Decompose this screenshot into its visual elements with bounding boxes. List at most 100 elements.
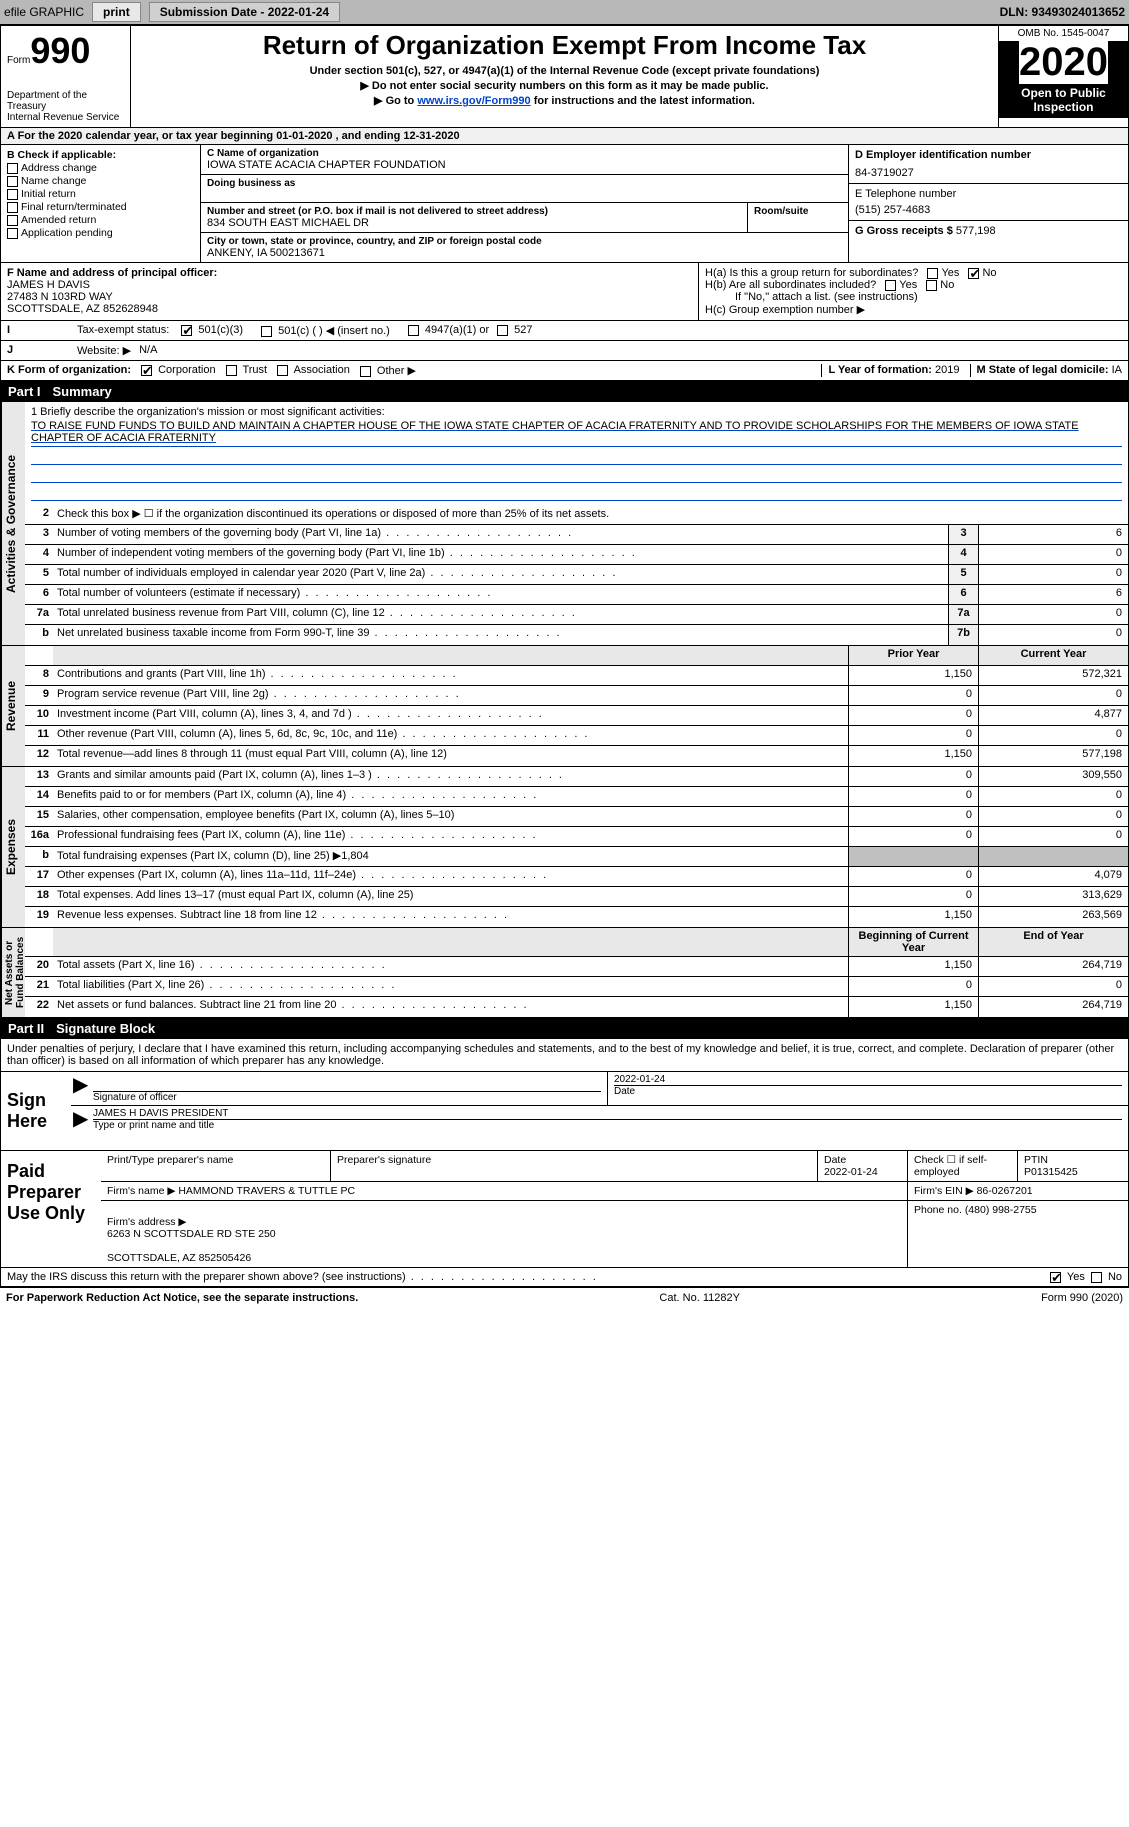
box-b-label: B Check if applicable:: [7, 149, 194, 161]
website-row: J Website: ▶ N/A: [0, 341, 1129, 361]
chk-final-return[interactable]: Final return/terminated: [7, 201, 194, 213]
print-button[interactable]: print: [92, 2, 141, 22]
subtitle-2: ▶ Do not enter social security numbers o…: [141, 79, 988, 92]
officer-name: JAMES H DAVIS: [7, 279, 692, 291]
hb-note: If "No," attach a list. (see instruction…: [705, 291, 1122, 303]
discuss-no-chk[interactable]: [1091, 1272, 1102, 1283]
blank-line-1: [31, 449, 1122, 465]
chk-trust[interactable]: [226, 365, 237, 376]
blank-line-3: [31, 485, 1122, 501]
addr-label: Number and street (or P.O. box if mail i…: [207, 206, 741, 217]
opt-4947: 4947(a)(1) or: [425, 324, 489, 336]
part2-title: Signature Block: [56, 1021, 155, 1036]
boy-hdr: Beginning of Current Year: [848, 928, 978, 956]
discuss-yes: Yes: [1067, 1271, 1085, 1283]
row-13: 13Grants and similar amounts paid (Part …: [25, 767, 1128, 787]
dept-label: Department of the Treasury Internal Reve…: [7, 90, 124, 123]
org-name: IOWA STATE ACACIA CHAPTER FOUNDATION: [207, 159, 842, 171]
m-label: M State of legal domicile:: [977, 364, 1109, 376]
form-org-row: K Form of organization: Corporation Trus…: [0, 361, 1129, 381]
paid-preparer-label: Paid Preparer Use Only: [1, 1151, 101, 1267]
sign-date: 2022-01-24: [614, 1074, 1122, 1086]
chk-initial-return[interactable]: Initial return: [7, 188, 194, 200]
hb-no[interactable]: No: [940, 279, 954, 291]
row-12: 12Total revenue—add lines 8 through 11 (…: [25, 746, 1128, 766]
group-return-block: H(a) Is this a group return for subordin…: [698, 263, 1128, 320]
chk-amended-return[interactable]: Amended return: [7, 214, 194, 226]
officer-group-block: F Name and address of principal officer:…: [0, 263, 1129, 321]
row-18: 18Total expenses. Add lines 13–17 (must …: [25, 887, 1128, 907]
sub3-post: for instructions and the latest informat…: [531, 95, 755, 107]
form-number: 990: [30, 30, 90, 71]
row-16a: 16aProfessional fundraising fees (Part I…: [25, 827, 1128, 847]
opt-501c: 501(c) ( ) ◀ (insert no.): [278, 325, 390, 337]
year-formation: 2019: [935, 364, 959, 376]
footer-right: Form 990 (2020): [1041, 1292, 1123, 1304]
chk-application-pending[interactable]: Application pending: [7, 227, 194, 239]
firm-addr: 6263 N SCOTTSDALE RD STE 250 SCOTTSDALE,…: [107, 1228, 276, 1264]
firm-ein: 86-0267201: [977, 1185, 1033, 1197]
blank-line-2: [31, 467, 1122, 483]
officer-printed-name: JAMES H DAVIS PRESIDENT: [93, 1108, 1122, 1120]
domicile-state: IA: [1112, 364, 1122, 376]
row-16b: bTotal fundraising expenses (Part IX, co…: [25, 847, 1128, 867]
phone-value: (515) 257-4683: [855, 204, 1122, 216]
efile-label: efile GRAPHIC: [4, 5, 84, 19]
chk-501c3[interactable]: [181, 325, 192, 336]
row-21: 21Total liabilities (Part X, line 26)00: [25, 977, 1128, 997]
hc-row: H(c) Group exemption number ▶: [705, 303, 1122, 316]
chk-address-change[interactable]: Address change: [7, 162, 194, 174]
discuss-row: May the IRS discuss this return with the…: [0, 1268, 1129, 1287]
opt-assoc: Association: [294, 364, 350, 376]
open-inspection-label: Open to Public Inspection: [999, 82, 1128, 118]
opt-527: 527: [514, 324, 532, 336]
eoy-hdr: End of Year: [978, 928, 1128, 956]
hb-yes[interactable]: Yes: [899, 279, 917, 291]
form990-link[interactable]: www.irs.gov/Form990: [417, 95, 530, 107]
self-employed-chk[interactable]: Check ☐ if self-employed: [908, 1151, 1018, 1181]
k-label: K Form of organization:: [7, 364, 131, 377]
room-label: Room/suite: [754, 206, 842, 217]
paid-preparer-block: Paid Preparer Use Only Print/Type prepar…: [0, 1151, 1129, 1268]
ha-no[interactable]: No: [982, 267, 996, 279]
ein-phone-column: D Employer identification number 84-3719…: [848, 145, 1128, 262]
name-address-column: C Name of organization IOWA STATE ACACIA…: [201, 145, 848, 262]
ptin-hdr: PTIN: [1024, 1154, 1122, 1166]
chk-assoc[interactable]: [277, 365, 288, 376]
tax-exempt-label: Tax-exempt status:: [77, 324, 169, 337]
prep-date: 2022-01-24: [824, 1166, 901, 1178]
chk-4947[interactable]: [408, 325, 419, 336]
rev-header-row: Prior Year Current Year: [25, 646, 1128, 666]
governance-section: Activities & Governance 1 Briefly descri…: [0, 402, 1129, 646]
chk-501c[interactable]: [261, 326, 272, 337]
chk-corp[interactable]: [141, 365, 152, 376]
org-info-block: B Check if applicable: Address change Na…: [0, 145, 1129, 263]
subtitle-1: Under section 501(c), 527, or 4947(a)(1)…: [141, 65, 988, 77]
ha-yes[interactable]: Yes: [941, 267, 959, 279]
ha-label: H(a) Is this a group return for subordin…: [705, 267, 918, 279]
sig-officer-label: Signature of officer: [93, 1092, 601, 1103]
vlabel-expenses: Expenses: [1, 767, 25, 927]
chk-name-change[interactable]: Name change: [7, 175, 194, 187]
prep-sig-hdr: Preparer's signature: [331, 1151, 818, 1181]
vlabel-governance: Activities & Governance: [1, 402, 25, 645]
row-14: 14Benefits paid to or for members (Part …: [25, 787, 1128, 807]
chk-other[interactable]: [360, 366, 371, 377]
dba-label: Doing business as: [207, 178, 842, 189]
subtitle-3: ▶ Go to www.irs.gov/Form990 for instruct…: [141, 94, 988, 107]
header-title-block: Return of Organization Exempt From Incom…: [131, 26, 998, 127]
net-header-row: Beginning of Current Year End of Year: [25, 928, 1128, 957]
chk-527[interactable]: [497, 325, 508, 336]
firm-ein-label: Firm's EIN ▶: [914, 1185, 974, 1197]
part2-header: Part II Signature Block: [0, 1018, 1129, 1039]
f-label: F Name and address of principal officer:: [7, 267, 692, 279]
ha-row: H(a) Is this a group return for subordin…: [705, 267, 1122, 279]
part1-label: Part I: [8, 384, 41, 399]
firm-name: HAMMOND TRAVERS & TUTTLE PC: [178, 1185, 355, 1197]
submission-date-label: Submission Date - 2022-01-24: [149, 2, 340, 22]
row-4: 4 Number of independent voting members o…: [25, 545, 1128, 565]
discuss-yes-chk[interactable]: [1050, 1272, 1061, 1283]
vlabel-net: Net Assets or Fund Balances: [1, 928, 25, 1017]
row-7a: 7a Total unrelated business revenue from…: [25, 605, 1128, 625]
part1-header: Part I Summary: [0, 381, 1129, 402]
